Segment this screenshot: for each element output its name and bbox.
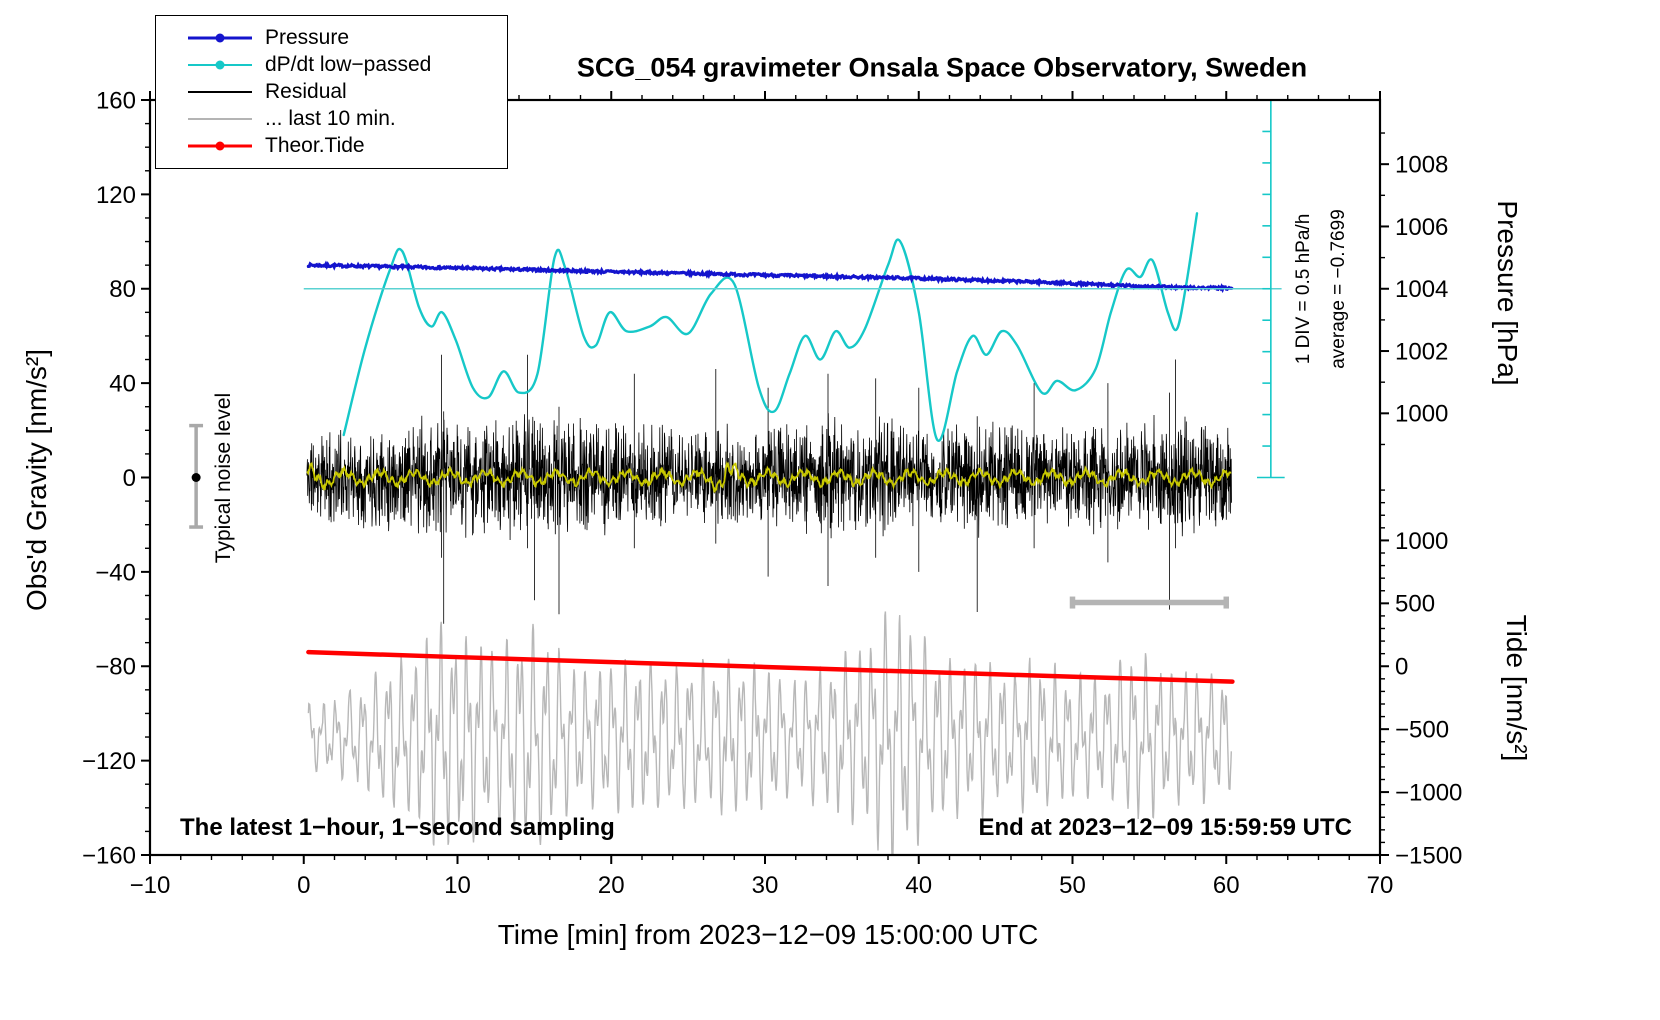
y-axis-label-tide: Tide [nm/s²]	[1501, 614, 1532, 762]
legend-item-label: ... last 10 min.	[265, 107, 396, 131]
legend-marker-dot	[215, 60, 225, 70]
legend-item-label: Residual	[265, 79, 347, 103]
legend-item-4: Theor.Tide	[188, 134, 501, 158]
series-pressure	[306, 260, 1234, 294]
pressure-tick-label: 1008	[1395, 152, 1448, 179]
legend-item-3: ... last 10 min.	[188, 107, 501, 131]
y-tick-label: −40	[95, 559, 136, 586]
average-label: average = −0.7699	[1328, 209, 1349, 369]
legend-item-label: Theor.Tide	[265, 134, 365, 158]
series-residual-lowpass	[306, 460, 1232, 493]
legend-marker-dot	[215, 33, 225, 43]
y-tick-label: −160	[82, 842, 136, 869]
legend: Pressure dP/dt low−passed Residual ... last…	[155, 15, 508, 169]
chart-title: SCG_054 gravimeter Onsala Space Observat…	[576, 52, 1308, 83]
tide-tick-label: 500	[1395, 591, 1435, 618]
legend-line-sample	[188, 86, 252, 98]
pressure-tick-label: 1006	[1395, 214, 1448, 241]
x-tick-label: 60	[1213, 872, 1240, 899]
pressure-tick-label: 1002	[1395, 338, 1448, 365]
series-residual	[306, 354, 1232, 624]
x-tick-label: 50	[1059, 872, 1086, 899]
x-tick-label: 30	[752, 872, 779, 899]
legend-item-0: Pressure	[188, 26, 501, 50]
legend-item-label: dP/dt low−passed	[265, 52, 432, 76]
x-tick-label: 20	[598, 872, 625, 899]
tide-tick-label: −1500	[1395, 842, 1462, 869]
series-layer	[306, 212, 1235, 855]
legend-item-2: Residual	[188, 80, 501, 104]
legend-line-sample	[188, 113, 252, 125]
y-tick-label: −120	[82, 748, 136, 775]
noise-level-label: Typical noise level	[212, 392, 235, 564]
y-axis-label-gravity: Obs'd Gravity [nm/s²]	[21, 348, 52, 612]
x-tick-label: 70	[1367, 872, 1394, 899]
pressure-tick-label: 1000	[1395, 401, 1448, 428]
x-tick-label: 10	[444, 872, 471, 899]
legend-item-label: Pressure	[265, 25, 350, 49]
tide-tick-label: 0	[1395, 654, 1408, 681]
y-axis-label-pressure: Pressure [hPa]	[1492, 200, 1523, 386]
series-dpdt	[342, 212, 1199, 442]
end-time-note: End at 2023−12−09 15:59:59 UTC	[978, 814, 1352, 841]
noise-errorbar-dot	[191, 473, 201, 482]
y-tick-label: 40	[109, 371, 136, 398]
y-tick-label: 160	[96, 87, 136, 114]
series-theor-tide	[306, 649, 1235, 684]
tide-tick-label: −1000	[1395, 779, 1462, 806]
y-tick-label: 80	[109, 276, 136, 303]
legend-line-sample	[188, 140, 252, 152]
pressure-tick-label: 1004	[1395, 276, 1448, 303]
legend-line-sample	[188, 59, 252, 71]
y-tick-label: 120	[96, 182, 136, 209]
sampling-note: The latest 1−hour, 1−second sampling	[180, 814, 615, 841]
tide-tick-label: 1000	[1395, 528, 1448, 555]
y-tick-label: 0	[123, 465, 136, 492]
legend-marker-dot	[215, 141, 225, 151]
legend-line-sample	[188, 32, 252, 44]
div-scale-label: 1 DIV = 0.5 hPa/h	[1293, 213, 1314, 365]
tide-tick-label: −500	[1395, 717, 1449, 744]
x-tick-label: 40	[905, 872, 932, 899]
y-tick-label: −80	[95, 654, 136, 681]
x-tick-label: 0	[297, 872, 310, 899]
series-last-10-min	[307, 611, 1232, 855]
x-axis-label: Time [min] from 2023−12−09 15:00:00 UTC	[497, 919, 1039, 950]
x-tick-label: −10	[130, 872, 171, 899]
legend-item-1: dP/dt low−passed	[188, 53, 501, 77]
